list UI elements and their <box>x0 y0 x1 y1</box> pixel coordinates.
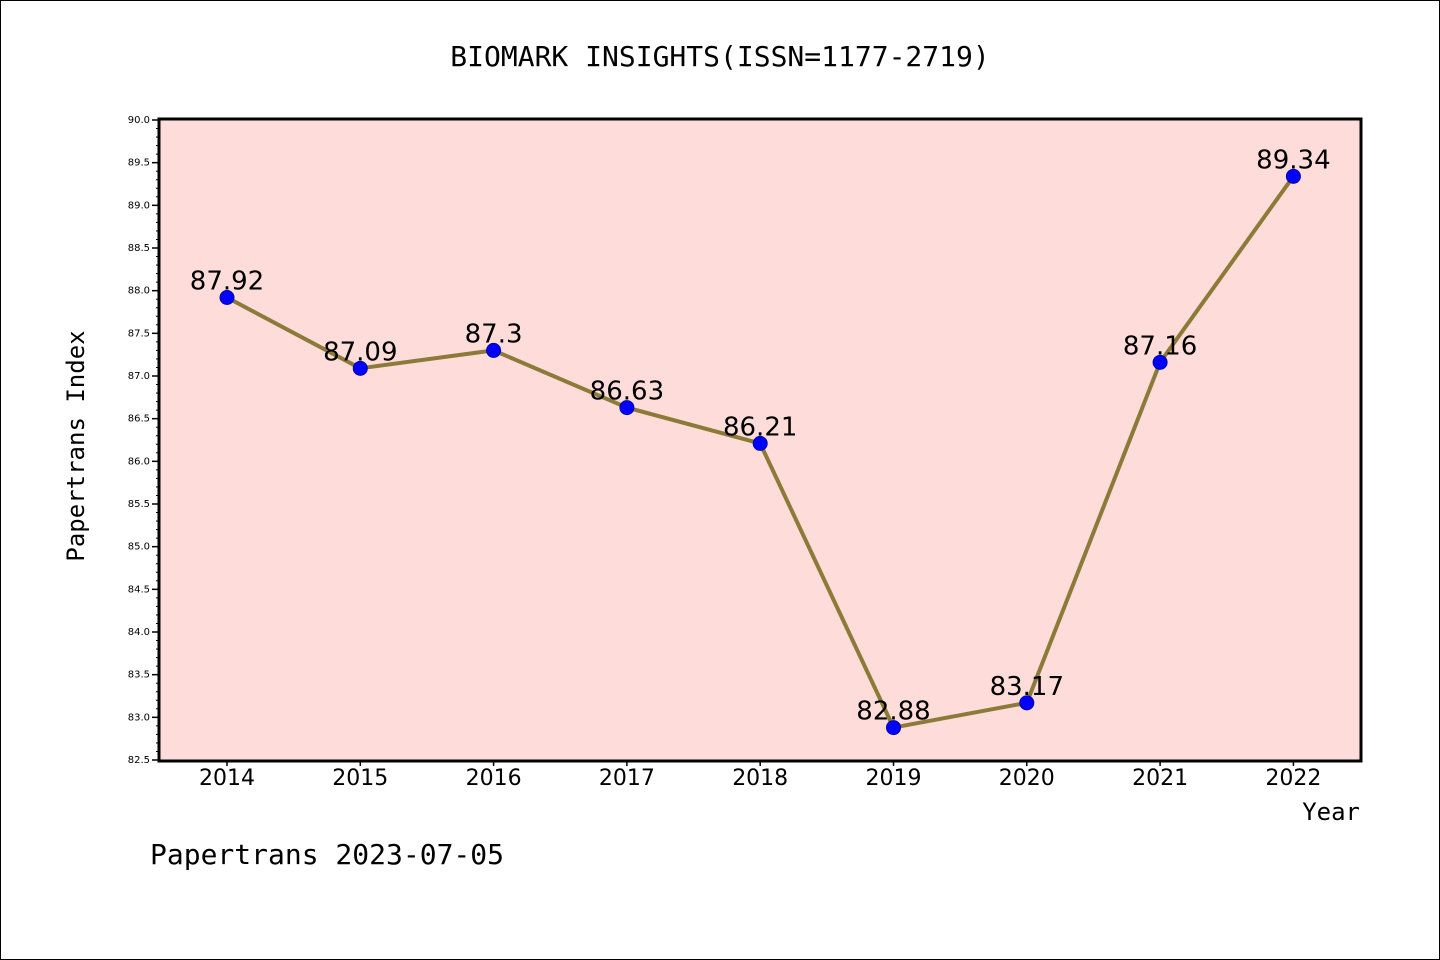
y-tick-label: 84.0 <box>128 627 150 638</box>
y-axis-ticks: 82.5 83.0 83.5 84.0 84.5 85.0 85.5 86.0 86.5 87.0… <box>128 115 160 766</box>
data-point <box>752 435 768 451</box>
data-label: 87.16 <box>1123 331 1197 361</box>
data-point <box>486 342 502 358</box>
y-tick-label: 89.0 <box>128 200 150 211</box>
y-tick-label: 83.5 <box>128 670 150 681</box>
data-point <box>619 400 635 416</box>
data-label: 87.09 <box>323 337 397 367</box>
footer-note: Papertrans 2023-07-05 <box>150 838 504 871</box>
data-point <box>1285 168 1301 184</box>
data-label: 87.92 <box>190 266 264 296</box>
x-tick-label: 2020 <box>999 766 1055 791</box>
x-tick-label: 2019 <box>866 766 922 791</box>
x-tick-label: 2014 <box>199 766 255 791</box>
y-tick-label: 90.0 <box>128 115 150 126</box>
data-label: 89.34 <box>1256 145 1330 175</box>
y-axis-label: Papertrans Index <box>62 330 90 561</box>
y-tick-label: 85.0 <box>128 542 150 553</box>
y-tick-label: 88.0 <box>128 286 150 297</box>
data-point <box>1152 354 1168 370</box>
y-tick-label: 87.0 <box>128 371 150 382</box>
y-tick-label: 82.5 <box>128 755 150 766</box>
data-label: 82.88 <box>856 697 930 727</box>
y-tick-label: 89.5 <box>128 158 150 169</box>
x-tick-label: 2022 <box>1265 766 1321 791</box>
x-tick-label: 2017 <box>599 766 655 791</box>
x-axis-label: Year <box>1302 798 1360 826</box>
x-tick-label: 2018 <box>732 766 788 791</box>
x-tick-label: 2015 <box>332 766 388 791</box>
data-label: 86.21 <box>723 412 797 442</box>
data-label: 87.3 <box>465 319 523 349</box>
data-point <box>1019 695 1035 711</box>
y-tick-label: 88.5 <box>128 243 150 254</box>
series-layer: 87.92 87.09 87.3 86.63 86.21 82.88 83.17 87.16 8… <box>190 145 1331 736</box>
data-point <box>219 289 235 305</box>
data-label: 83.17 <box>990 672 1064 702</box>
data-label: 86.63 <box>590 377 664 407</box>
y-tick-label: 85.5 <box>128 499 150 510</box>
y-tick-label: 84.5 <box>128 584 150 595</box>
x-tick-label: 2016 <box>466 766 522 791</box>
y-tick-label: 86.0 <box>128 456 150 467</box>
chart-title: BIOMARK INSIGHTS(ISSN=1177-2719) <box>450 40 989 73</box>
x-tick-label: 2021 <box>1132 766 1188 791</box>
x-axis-ticks: 2014 2015 2016 2017 2018 2019 2020 2021 2022 <box>199 760 1321 791</box>
y-tick-label: 87.5 <box>128 328 150 339</box>
y-tick-label: 83.0 <box>128 712 150 723</box>
data-point <box>352 360 368 376</box>
y-tick-label: 86.5 <box>128 414 150 425</box>
data-point <box>886 720 901 736</box>
